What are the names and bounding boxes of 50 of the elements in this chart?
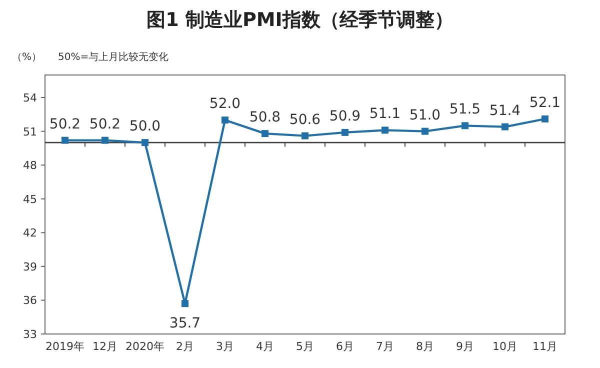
point [182,300,188,308]
text: 50%=与上月比较无变化 [58,51,169,63]
point [62,136,68,144]
data-label: 50.0 [129,118,161,135]
x-tick-label: 4月 [256,340,274,353]
x-tick-label: 5月 [296,340,314,353]
data-label: 51.5 [449,102,481,118]
data-label: 50.9 [329,108,361,124]
x-tick-label: 2019年 [46,340,84,353]
x-tick-label: 8月 [416,340,434,353]
x-tick-label: 9月 [456,340,474,353]
point [382,126,388,134]
point [262,130,268,138]
point [542,115,548,122]
data-label: 51.4 [489,102,521,119]
data-label: 51.0 [409,107,441,124]
y-tick-label: 36 [23,294,37,308]
x-tick-label: 7月 [376,340,394,353]
data-label: 50.2 [89,116,121,132]
x-tick-label: 2月 [176,340,194,353]
y-tick-label: 39 [23,260,37,274]
data-label: 50.6 [289,112,321,128]
x-tick-label: 10月 [492,340,518,353]
point [222,116,228,124]
y-tick-label: 45 [23,192,37,206]
y-tick-label: 54 [23,92,37,105]
data-label: 52.1 [529,94,561,111]
point [142,139,148,146]
point [102,136,108,144]
y-tick-label: 33 [23,328,37,341]
y-tick-label: 51 [23,125,37,138]
x-tick-label: 12月 [92,340,118,353]
x-tick-label: 3月 [216,340,234,353]
x-tick-label: 2020年 [126,340,164,353]
point [422,128,428,135]
y-tick-label: 42 [23,226,37,240]
point [502,123,508,130]
data-label: 51.1 [369,106,401,122]
point [302,132,308,140]
point [462,122,468,130]
y-tick-label: 48 [23,159,37,172]
point [342,128,348,136]
chart-title: 图1 制造业PMI指数（经季节调整） [146,9,454,31]
data-label: 35.7 [169,316,201,332]
data-label: 52.0 [209,96,241,112]
x-tick-label: 6月 [336,340,354,353]
data-label: 50.2 [49,116,81,132]
data-label: 50.8 [249,110,281,126]
x-tick-label: 11月 [532,340,558,353]
y-axis-title: （%） [12,52,42,63]
